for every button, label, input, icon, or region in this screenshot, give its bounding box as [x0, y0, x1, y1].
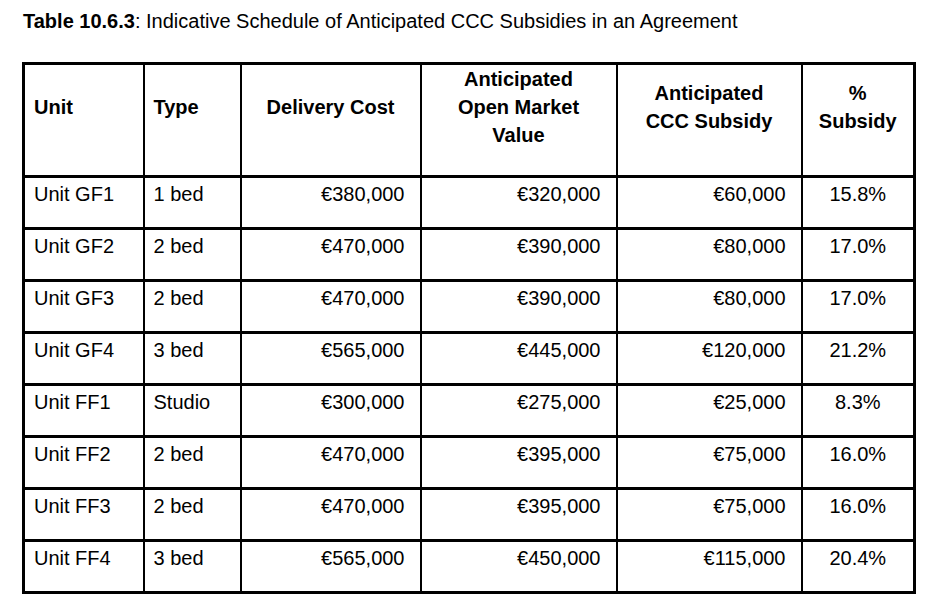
cell-open_market_value: €320,000	[421, 177, 617, 229]
cell-pct_subsidy: 15.8%	[802, 177, 915, 229]
table-caption: Table 10.6.3: Indicative Schedule of Ant…	[23, 9, 738, 33]
cell-ccc_subsidy: €75,000	[617, 489, 802, 541]
cell-ccc_subsidy: €80,000	[617, 229, 802, 281]
cell-open_market_value: €275,000	[421, 385, 617, 437]
cell-ccc_subsidy: €120,000	[617, 333, 802, 385]
cell-unit: Unit FF3	[24, 489, 144, 541]
cell-pct_subsidy: 20.4%	[802, 541, 915, 593]
column-header-unit: Unit	[24, 64, 144, 177]
cell-ccc_subsidy: €115,000	[617, 541, 802, 593]
cell-pct_subsidy: 17.0%	[802, 281, 915, 333]
table-header: Unit Type Delivery Cost Anticipated Open…	[24, 64, 915, 177]
table-row: Unit FF22 bed€470,000€395,000€75,00016.0…	[24, 437, 915, 489]
column-header-delivery-cost: Delivery Cost	[241, 64, 421, 177]
table-row: Unit GF11 bed€380,000€320,000€60,00015.8…	[24, 177, 915, 229]
cell-delivery_cost: €300,000	[241, 385, 421, 437]
column-header-open-market-value: Anticipated Open Market Value	[421, 64, 617, 177]
cell-type: 1 bed	[144, 177, 241, 229]
cell-unit: Unit GF1	[24, 177, 144, 229]
cell-pct_subsidy: 21.2%	[802, 333, 915, 385]
cell-open_market_value: €445,000	[421, 333, 617, 385]
table-row: Unit FF32 bed€470,000€395,000€75,00016.0…	[24, 489, 915, 541]
cell-type: 2 bed	[144, 281, 241, 333]
cell-open_market_value: €395,000	[421, 437, 617, 489]
table-body: Unit GF11 bed€380,000€320,000€60,00015.8…	[24, 177, 915, 593]
subsidy-schedule-table: Unit Type Delivery Cost Anticipated Open…	[22, 62, 916, 594]
column-header-ccc-subsidy: Anticipated CCC Subsidy	[617, 64, 802, 177]
table-row: Unit FF1Studio€300,000€275,000€25,0008.3…	[24, 385, 915, 437]
cell-delivery_cost: €470,000	[241, 281, 421, 333]
cell-ccc_subsidy: €60,000	[617, 177, 802, 229]
cell-delivery_cost: €470,000	[241, 437, 421, 489]
table-caption-text: : Indicative Schedule of Anticipated CCC…	[135, 10, 738, 32]
cell-ccc_subsidy: €25,000	[617, 385, 802, 437]
cell-delivery_cost: €470,000	[241, 229, 421, 281]
cell-unit: Unit GF2	[24, 229, 144, 281]
table-header-row: Unit Type Delivery Cost Anticipated Open…	[24, 64, 915, 177]
cell-delivery_cost: €380,000	[241, 177, 421, 229]
cell-type: 2 bed	[144, 489, 241, 541]
cell-pct_subsidy: 17.0%	[802, 229, 915, 281]
table-row: Unit GF43 bed€565,000€445,000€120,00021.…	[24, 333, 915, 385]
cell-type: 2 bed	[144, 437, 241, 489]
cell-open_market_value: €450,000	[421, 541, 617, 593]
cell-type: 2 bed	[144, 229, 241, 281]
cell-unit: Unit FF4	[24, 541, 144, 593]
table-row: Unit GF32 bed€470,000€390,000€80,00017.0…	[24, 281, 915, 333]
cell-unit: Unit GF3	[24, 281, 144, 333]
cell-open_market_value: €395,000	[421, 489, 617, 541]
cell-pct_subsidy: 8.3%	[802, 385, 915, 437]
column-header-pct-subsidy: % Subsidy	[802, 64, 915, 177]
cell-pct_subsidy: 16.0%	[802, 437, 915, 489]
table-row: Unit FF43 bed€565,000€450,000€115,00020.…	[24, 541, 915, 593]
table-caption-number: Table 10.6.3	[23, 10, 135, 32]
cell-pct_subsidy: 16.0%	[802, 489, 915, 541]
cell-ccc_subsidy: €80,000	[617, 281, 802, 333]
document-page: Table 10.6.3: Indicative Schedule of Ant…	[0, 0, 940, 605]
cell-type: 3 bed	[144, 333, 241, 385]
cell-open_market_value: €390,000	[421, 229, 617, 281]
cell-type: 3 bed	[144, 541, 241, 593]
cell-unit: Unit FF2	[24, 437, 144, 489]
cell-unit: Unit GF4	[24, 333, 144, 385]
cell-delivery_cost: €565,000	[241, 333, 421, 385]
cell-open_market_value: €390,000	[421, 281, 617, 333]
cell-ccc_subsidy: €75,000	[617, 437, 802, 489]
cell-unit: Unit FF1	[24, 385, 144, 437]
cell-delivery_cost: €565,000	[241, 541, 421, 593]
cell-type: Studio	[144, 385, 241, 437]
cell-delivery_cost: €470,000	[241, 489, 421, 541]
table-row: Unit GF22 bed€470,000€390,000€80,00017.0…	[24, 229, 915, 281]
column-header-type: Type	[144, 64, 241, 177]
